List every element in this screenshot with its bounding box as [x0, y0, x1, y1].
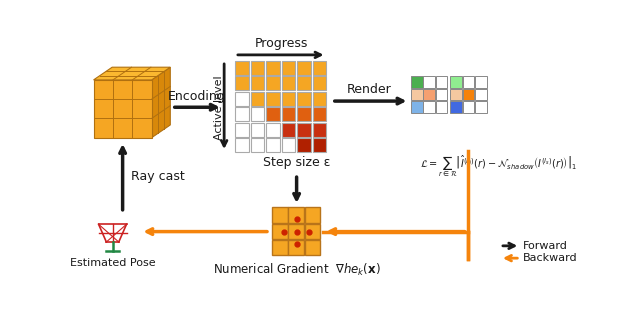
Text: $\mathcal{L} = \sum_{r \in \mathcal{R}} \left|\hat{I}^{(l_0)}(r) - \mathcal{N}_{: $\mathcal{L} = \sum_{r \in \mathcal{R}} …	[420, 154, 577, 180]
Bar	[423, 101, 435, 113]
Bar	[411, 76, 422, 88]
Bar	[235, 76, 249, 90]
Bar	[423, 89, 435, 100]
Text: Numerical Gradient  $\nabla he_k(\mathbf{x})$: Numerical Gradient $\nabla he_k(\mathbf{…	[212, 262, 380, 278]
Bar	[312, 123, 326, 137]
Bar	[266, 76, 280, 90]
Bar	[266, 123, 280, 137]
Bar	[297, 107, 311, 121]
Bar	[289, 223, 304, 239]
Bar	[266, 92, 280, 106]
Bar	[436, 101, 447, 113]
Bar	[312, 107, 326, 121]
Bar	[305, 207, 320, 223]
Text: Backward: Backward	[524, 253, 578, 263]
Bar	[250, 107, 264, 121]
Bar	[282, 76, 296, 90]
Bar	[305, 240, 320, 255]
Bar	[266, 61, 280, 75]
Bar	[476, 76, 487, 88]
Bar	[451, 76, 462, 88]
Bar	[411, 101, 422, 113]
Bar	[235, 61, 249, 75]
Bar	[266, 107, 280, 121]
Bar	[250, 138, 264, 152]
Bar	[235, 123, 249, 137]
Bar	[436, 76, 447, 88]
Bar	[250, 123, 264, 137]
Bar	[272, 207, 288, 223]
Polygon shape	[152, 67, 170, 138]
Bar	[451, 101, 462, 113]
Bar	[282, 107, 296, 121]
Bar	[411, 89, 422, 100]
Bar	[312, 76, 326, 90]
Bar	[250, 61, 264, 75]
Text: Active level: Active level	[214, 75, 225, 139]
Bar	[436, 89, 447, 100]
Text: Ray cast: Ray cast	[131, 170, 185, 183]
Bar	[297, 61, 311, 75]
Bar	[423, 76, 435, 88]
Text: Forward: Forward	[524, 241, 568, 251]
Bar	[282, 61, 296, 75]
Text: Render: Render	[346, 83, 391, 96]
Bar	[235, 138, 249, 152]
Text: Estimated Pose: Estimated Pose	[70, 258, 156, 268]
Bar	[250, 76, 264, 90]
Bar	[312, 61, 326, 75]
Polygon shape	[93, 80, 152, 138]
Bar	[305, 223, 320, 239]
Bar	[463, 89, 474, 100]
Bar	[476, 89, 487, 100]
Bar	[266, 138, 280, 152]
Bar	[451, 89, 462, 100]
Bar	[312, 92, 326, 106]
Text: Step size ε: Step size ε	[263, 156, 330, 169]
Bar	[297, 138, 311, 152]
Bar	[282, 138, 296, 152]
Bar	[463, 101, 474, 113]
Bar	[272, 240, 288, 255]
Text: Progress: Progress	[255, 37, 308, 50]
Bar	[297, 123, 311, 137]
Bar	[282, 123, 296, 137]
Polygon shape	[93, 67, 170, 80]
Bar	[289, 207, 304, 223]
Bar	[312, 138, 326, 152]
Bar	[272, 223, 288, 239]
Bar	[235, 92, 249, 106]
Bar	[476, 101, 487, 113]
Bar	[282, 92, 296, 106]
Bar	[250, 92, 264, 106]
Bar	[297, 92, 311, 106]
Bar	[235, 107, 249, 121]
Text: Encoding: Encoding	[168, 89, 225, 103]
Bar	[289, 240, 304, 255]
Bar	[463, 76, 474, 88]
Bar	[297, 76, 311, 90]
